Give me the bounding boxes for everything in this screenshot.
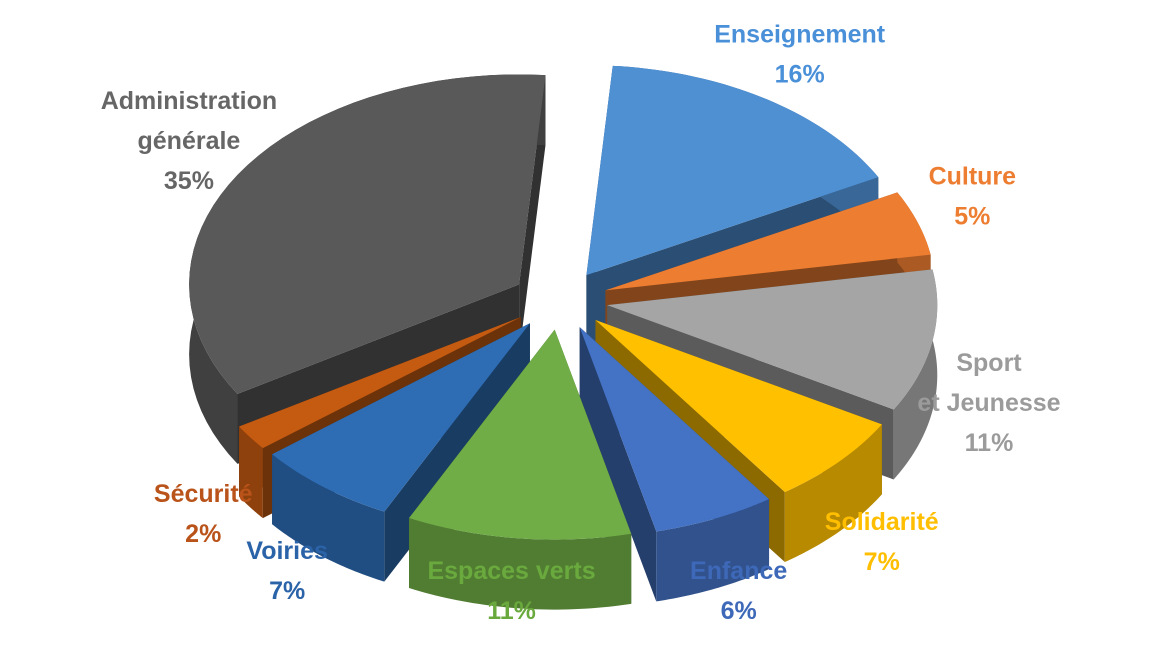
slice-name-label: Enfance: [690, 557, 787, 585]
slice-enfance: [579, 327, 770, 602]
label-espaces-verts: Espaces verts 11%: [427, 557, 595, 625]
slice-side: [784, 424, 882, 563]
slice-top: [586, 65, 879, 276]
slice-top: [409, 329, 632, 540]
slice-value-label: 6%: [721, 597, 757, 625]
slice-value-label: 11%: [487, 597, 536, 625]
label-administration-generale: Administration générale 35%: [101, 87, 277, 195]
slice-name-label: et Jeunesse: [917, 389, 1060, 417]
slice-name-label: Voiries: [246, 537, 328, 565]
slice-side: [272, 454, 385, 582]
label-enfance: Enfance 6%: [690, 557, 787, 625]
slice-name-label: Culture: [929, 163, 1017, 191]
slice-top: [239, 317, 521, 449]
pie-slices: [189, 65, 938, 610]
label-sport-et-jeunesse: Sport et Jeunesse 11%: [917, 349, 1060, 457]
slice-value-label: 16%: [775, 61, 825, 89]
slice-name-label: Sécurité: [154, 480, 253, 508]
slice-top: [272, 323, 530, 512]
slice-wall: [579, 327, 657, 602]
slice-name-label: Administration: [101, 87, 277, 115]
slice-side: [239, 426, 263, 519]
slice-value-label: 7%: [864, 548, 900, 576]
label-voiries: Voiries 7%: [246, 537, 328, 605]
label-culture: Culture 5%: [929, 163, 1017, 231]
slice-side: [656, 499, 770, 602]
data-labels: Enseignement 16% Culture 5% Sport et Jeunesse…: [101, 21, 1061, 625]
slice-value-label: 35%: [164, 167, 214, 195]
slice-top: [189, 74, 546, 394]
slice-top: [607, 269, 938, 410]
label-enseignement: Enseignement 16%: [714, 21, 886, 89]
slice-top: [595, 320, 882, 493]
slice-value-label: 5%: [954, 203, 990, 231]
slice-name-label: Sport: [956, 349, 1022, 377]
slice-value-label: 11%: [965, 429, 1014, 457]
slice-top: [605, 192, 931, 291]
slice-name-label: Espaces verts: [427, 557, 595, 585]
slice-name-label: générale: [138, 127, 241, 155]
slice-name-label: Enseignement: [714, 21, 886, 49]
slice-name-label: Solidarité: [825, 508, 939, 536]
slice-side: [409, 518, 632, 610]
label-solidarite: Solidarité 7%: [825, 508, 939, 576]
slice-side: [893, 269, 938, 480]
slice-top: [579, 327, 770, 532]
slice-espaces-verts: [409, 329, 632, 610]
label-securite: Sécurité 2%: [154, 480, 253, 548]
slice-value-label: 2%: [185, 520, 221, 548]
slice-wall: [519, 75, 546, 355]
slice-value-label: 7%: [269, 577, 305, 605]
